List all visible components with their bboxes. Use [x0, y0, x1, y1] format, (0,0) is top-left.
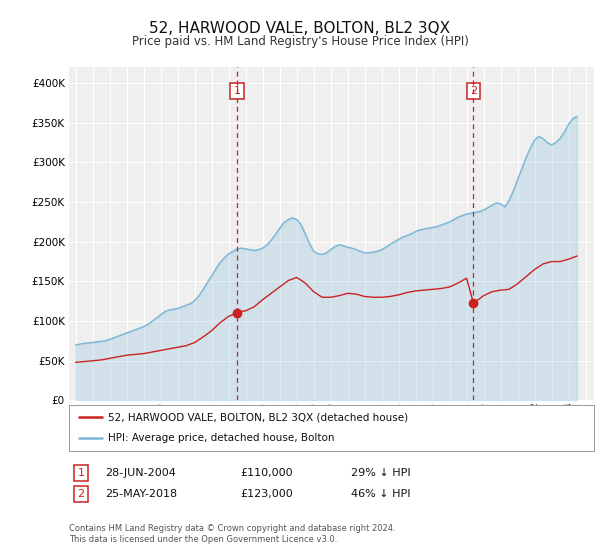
Text: HPI: Average price, detached house, Bolton: HPI: Average price, detached house, Bolt… — [109, 433, 335, 444]
Text: 28-JUN-2004: 28-JUN-2004 — [105, 468, 176, 478]
Text: 52, HARWOOD VALE, BOLTON, BL2 3QX: 52, HARWOOD VALE, BOLTON, BL2 3QX — [149, 21, 451, 36]
Text: £123,000: £123,000 — [240, 489, 293, 499]
Text: 1: 1 — [77, 468, 85, 478]
Text: 46% ↓ HPI: 46% ↓ HPI — [351, 489, 410, 499]
Text: Contains HM Land Registry data © Crown copyright and database right 2024.: Contains HM Land Registry data © Crown c… — [69, 524, 395, 533]
Text: 1: 1 — [233, 86, 241, 96]
Text: 29% ↓ HPI: 29% ↓ HPI — [351, 468, 410, 478]
Text: 2: 2 — [77, 489, 85, 499]
Text: £110,000: £110,000 — [240, 468, 293, 478]
Text: This data is licensed under the Open Government Licence v3.0.: This data is licensed under the Open Gov… — [69, 535, 337, 544]
Text: 25-MAY-2018: 25-MAY-2018 — [105, 489, 177, 499]
Text: 2: 2 — [470, 86, 477, 96]
Text: 52, HARWOOD VALE, BOLTON, BL2 3QX (detached house): 52, HARWOOD VALE, BOLTON, BL2 3QX (detac… — [109, 412, 409, 422]
Text: Price paid vs. HM Land Registry's House Price Index (HPI): Price paid vs. HM Land Registry's House … — [131, 35, 469, 48]
